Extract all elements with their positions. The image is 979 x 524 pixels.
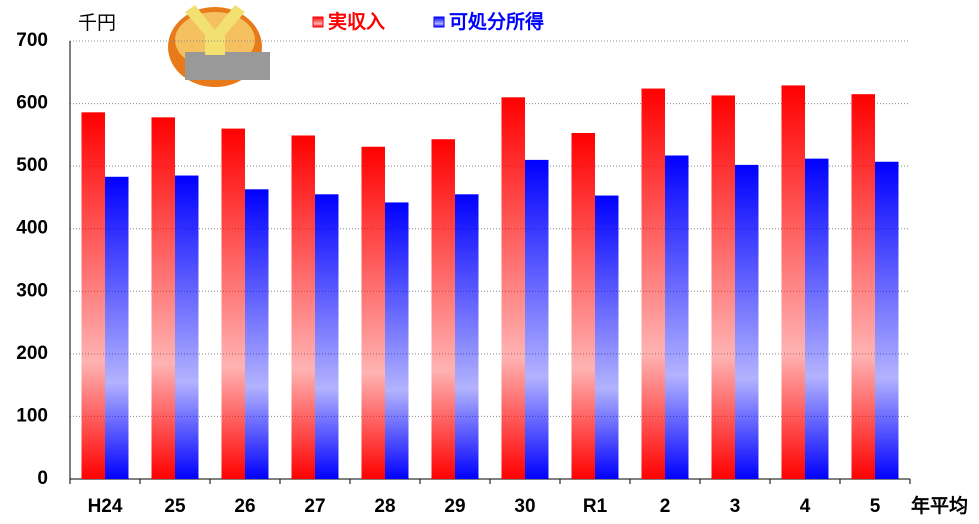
y-tick-label: 600: [16, 93, 48, 114]
bar: [781, 85, 805, 479]
bar: [291, 135, 315, 480]
legend-swatch: [433, 16, 445, 28]
bar: [641, 88, 665, 479]
unit-label: 千円: [78, 12, 116, 34]
bar: [665, 155, 689, 479]
y-tick-label: 100: [16, 405, 48, 426]
x-tick-label: 5: [870, 496, 881, 517]
y-tick-label: 200: [16, 343, 48, 364]
bar: [711, 95, 735, 480]
bar: [571, 132, 595, 480]
bar: [735, 164, 759, 480]
y-tick-label: 400: [16, 218, 48, 239]
y-tick-label: 700: [16, 30, 48, 51]
legend-label: 可処分所得: [449, 10, 544, 33]
bar: [175, 175, 199, 479]
bar: [875, 161, 899, 479]
x-tick-label: 28: [374, 496, 395, 517]
x-tick-label: 4: [800, 496, 811, 517]
bar: [385, 202, 409, 480]
bar: [525, 159, 549, 479]
x-tick-label: 2: [660, 496, 671, 517]
y-tick-label: 0: [37, 468, 48, 489]
bar: [245, 189, 269, 479]
legend-swatch: [312, 16, 324, 28]
decorative-icon: [168, 5, 270, 87]
x-tick-label: 27: [304, 496, 325, 517]
bar: [455, 194, 479, 480]
bar: [151, 117, 175, 479]
x-tick-label: H24: [88, 496, 123, 517]
bar: [221, 128, 245, 479]
x-tick-label: R1: [583, 496, 608, 517]
y-tick-label: 300: [16, 280, 48, 301]
bar: [105, 176, 129, 479]
x-tick-label: 30: [514, 496, 535, 517]
bar: [805, 158, 829, 480]
x-suffix: 年平均: [911, 494, 968, 517]
bar: [851, 94, 875, 479]
x-tick-label: 29: [444, 496, 465, 517]
x-tick-label: 25: [164, 496, 186, 517]
bar: [361, 146, 385, 479]
bar: [431, 139, 455, 480]
legend-label: 実収入: [328, 10, 385, 33]
x-tick-label: 3: [730, 496, 741, 517]
bar: [315, 194, 339, 480]
x-tick-label: 26: [234, 496, 255, 517]
y-tick-label: 500: [16, 155, 48, 176]
bar: [81, 112, 105, 480]
bar: [501, 97, 525, 480]
bar: [595, 195, 619, 479]
